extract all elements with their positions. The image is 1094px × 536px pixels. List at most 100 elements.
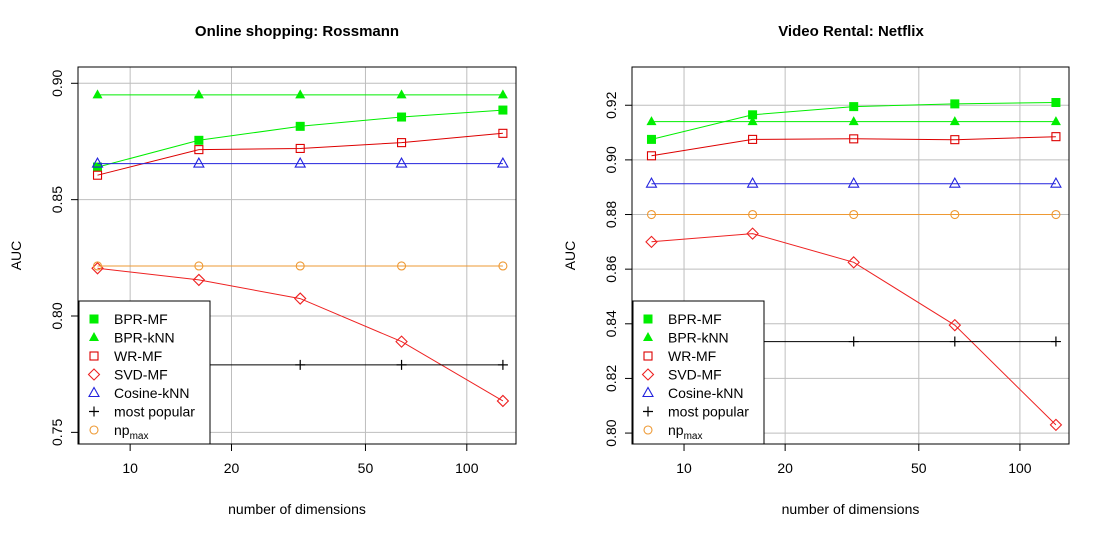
data-point	[949, 336, 960, 347]
legend-label: Cosine-kNN	[114, 385, 189, 401]
data-point	[396, 89, 407, 99]
series-svd-mf	[645, 227, 1063, 432]
data-point	[1050, 336, 1061, 347]
x-tick-label: 10	[122, 460, 138, 476]
legend-marker	[641, 368, 655, 381]
legend-marker	[89, 332, 99, 341]
legend-label: SVD-MF	[114, 367, 168, 383]
series-line	[97, 267, 504, 402]
data-point	[849, 134, 859, 144]
chart-title: Video Rental: Netflix	[778, 23, 924, 40]
data-point	[498, 105, 508, 115]
data-point	[948, 177, 961, 188]
data-point	[646, 209, 657, 220]
data-point	[1049, 177, 1062, 188]
data-point	[294, 156, 307, 168]
data-point	[397, 261, 407, 271]
data-point	[92, 261, 103, 271]
data-point	[397, 112, 407, 122]
data-point	[194, 145, 204, 155]
data-point	[849, 102, 859, 112]
data-point	[293, 292, 307, 305]
y-tick-label: 0.82	[603, 365, 619, 392]
data-point	[92, 170, 103, 180]
legend-marker	[642, 386, 654, 398]
data-point	[395, 335, 408, 348]
y-tick-label: 0.92	[603, 91, 619, 118]
legend-marker	[87, 368, 101, 381]
data-point	[1049, 418, 1063, 432]
data-point	[646, 134, 656, 144]
legend-label: WR-MF	[114, 348, 162, 364]
series-cosine-knn	[91, 156, 509, 168]
data-point	[192, 156, 205, 168]
plot-frame	[77, 66, 517, 445]
data-point	[746, 227, 759, 240]
series-np-max	[92, 261, 508, 271]
legend-marker	[643, 332, 653, 341]
data-point	[295, 261, 305, 271]
data-point	[1051, 132, 1061, 142]
data-point	[397, 138, 407, 148]
y-tick-label: 0.85	[49, 186, 65, 213]
legend-label: BPR-MF	[668, 311, 722, 327]
data-point	[746, 177, 759, 188]
chart-title: Online shopping: Rossmann	[195, 23, 399, 40]
data-point	[646, 151, 657, 161]
legend-marker	[89, 351, 99, 361]
x-axis-label: number of dimensions	[228, 501, 366, 517]
legend-marker	[89, 425, 99, 435]
data-point	[950, 135, 960, 145]
data-point	[748, 110, 758, 120]
legend-label: BPR-kNN	[668, 330, 729, 346]
data-point	[498, 261, 508, 271]
legend-box	[632, 300, 765, 445]
x-tick-label: 20	[777, 460, 793, 476]
x-axis-label: number of dimensions	[782, 501, 920, 517]
data-point	[295, 359, 306, 370]
data-point	[496, 394, 510, 408]
legend-box	[78, 300, 211, 445]
legend-label-subscript: max	[130, 431, 149, 442]
data-point	[949, 116, 960, 126]
data-point	[498, 128, 508, 138]
data-point	[1050, 116, 1061, 126]
legend-marker	[643, 425, 653, 435]
data-point	[950, 99, 960, 109]
data-point	[645, 235, 658, 249]
data-point	[92, 89, 103, 99]
legend-label-subscript: max	[684, 431, 703, 442]
data-point	[193, 89, 204, 99]
legend-label: most popular	[114, 404, 195, 420]
x-tick-label: 100	[1008, 460, 1032, 476]
series-line	[651, 136, 1056, 157]
legend-marker	[89, 314, 99, 324]
y-axis-label: AUC	[8, 241, 24, 271]
data-point	[497, 359, 508, 370]
data-point	[295, 89, 306, 99]
data-point	[194, 135, 204, 145]
data-point	[748, 134, 758, 144]
data-point	[948, 318, 962, 332]
data-point	[848, 336, 859, 347]
x-tick-label: 50	[911, 460, 927, 476]
data-point	[395, 156, 408, 168]
series-bpr-mf	[646, 98, 1061, 144]
legend-marker	[643, 314, 653, 324]
legend-label: Cosine-kNN	[668, 385, 743, 401]
legend-label: WR-MF	[668, 348, 716, 364]
chart-panel-1: Online shopping: Rossmann 10 20 50 100 0.75 0.…	[8, 23, 517, 517]
data-point	[192, 273, 206, 287]
plot-frame	[631, 66, 1070, 445]
y-tick-label: 0.75	[49, 419, 65, 446]
data-point	[497, 89, 508, 99]
data-point	[747, 116, 758, 126]
legend-label: SVD-MF	[668, 367, 722, 383]
series-wr-mf	[646, 132, 1061, 161]
data-point	[646, 116, 657, 126]
legend-marker	[88, 386, 100, 398]
data-point	[194, 261, 204, 271]
legend-marker	[643, 351, 653, 361]
y-axis-label: AUC	[562, 241, 578, 271]
y-tick-label: 0.80	[603, 419, 619, 446]
